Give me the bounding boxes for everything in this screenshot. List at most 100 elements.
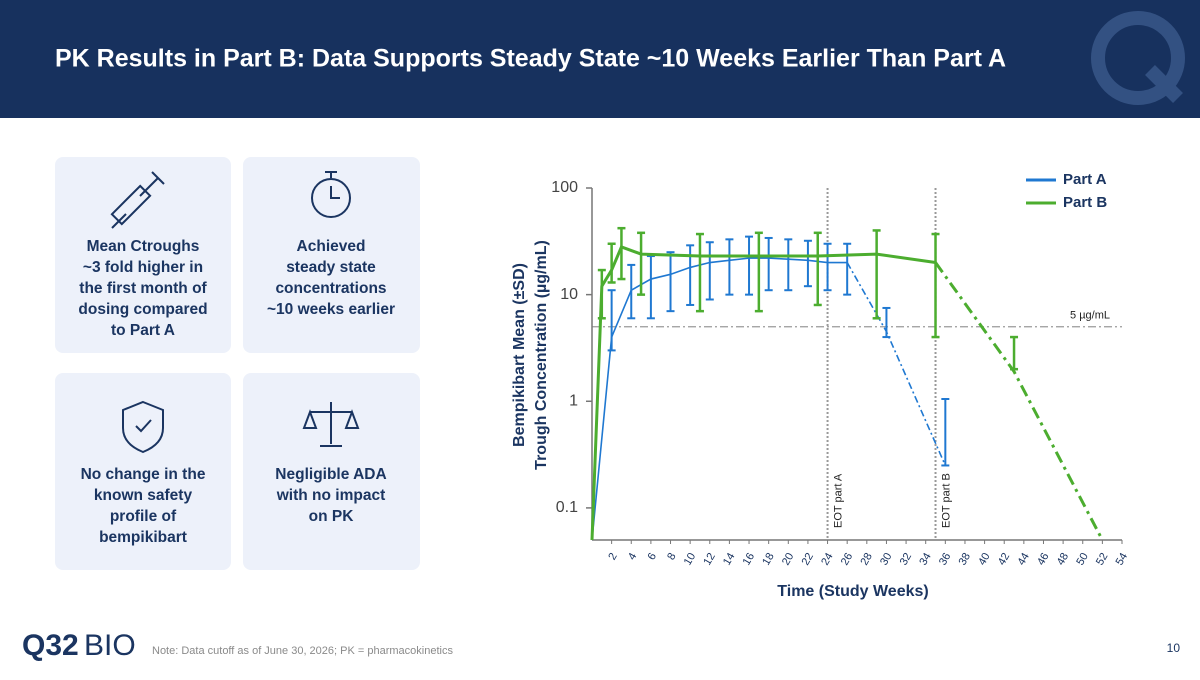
x-tick-label: 4 [626, 551, 639, 562]
error-bar [754, 231, 763, 313]
x-tick-label: 40 [976, 551, 993, 568]
error-bar [646, 255, 655, 320]
x-tick-label: 52 [1094, 551, 1111, 568]
x-tick-label: 2 [606, 551, 619, 562]
error-bar [784, 238, 793, 292]
error-bar [823, 242, 832, 292]
error-bar [637, 231, 646, 296]
card-text: ~10 weeks earlier [267, 301, 395, 318]
eot-label: EOT part B [940, 473, 952, 528]
x-tick-label: 18 [760, 551, 777, 568]
eot-label: EOT part A [832, 473, 844, 528]
error-bar [725, 238, 734, 296]
legend-label: Part A [1063, 171, 1107, 188]
logo-text: Q32 [22, 629, 79, 662]
card-text: ~3 fold higher in [83, 259, 203, 276]
x-tick-label: 38 [957, 551, 974, 568]
x-tick-label: 36 [937, 551, 954, 568]
y-tick-label: 10 [560, 286, 578, 303]
card-text: steady state [286, 259, 376, 276]
card-text: bempikibart [99, 529, 187, 546]
x-tick-label: 8 [665, 551, 678, 562]
card-text: profile of [110, 508, 177, 525]
card-text: known safety [94, 487, 193, 504]
scales-icon [302, 402, 360, 447]
error-bar [813, 231, 822, 307]
x-tick-label: 22 [800, 551, 817, 568]
y-tick-label: 1 [569, 392, 578, 409]
icons [110, 171, 360, 454]
watermark [1091, 11, 1185, 105]
card-text: concentrations [275, 280, 386, 297]
card-text: with no impact [276, 487, 386, 504]
x-tick-label: 20 [780, 551, 797, 568]
card [55, 373, 231, 570]
x-tick-label: 14 [721, 551, 738, 568]
error-bar [666, 251, 675, 313]
x-tick-label: 54 [1114, 551, 1131, 568]
error-bar [607, 242, 616, 284]
reference-label: 5 µg/mL [1070, 310, 1110, 322]
y-tick-label: 100 [551, 179, 578, 196]
series-line [590, 245, 936, 541]
legend-label: Part B [1063, 194, 1107, 211]
y-axis-title: Bempikibart Mean (±SD) [511, 263, 528, 447]
x-tick-label: 6 [646, 551, 659, 562]
card-text: Negligible ADA [275, 466, 386, 483]
error-bar [627, 263, 636, 320]
y-axis-title: Trough Concentration (µg/mL) [533, 240, 550, 470]
y-tick-label: 0.1 [556, 499, 578, 516]
error-bar [882, 306, 891, 339]
error-bar [764, 236, 773, 292]
x-axis-title: Time (Study Weeks) [777, 583, 928, 600]
series-line [591, 257, 848, 541]
cards [55, 157, 420, 570]
series-line-projection [846, 262, 947, 466]
syringe-icon [110, 171, 165, 229]
x-tick-label: 44 [1015, 551, 1032, 568]
shield-icon [122, 400, 164, 454]
x-tick-label: 42 [996, 551, 1013, 568]
x-tick-label: 16 [741, 551, 758, 568]
error-bar [745, 235, 754, 296]
x-tick-label: 24 [819, 551, 836, 568]
x-tick-label: 30 [878, 551, 895, 568]
card [243, 373, 420, 570]
header-bar [0, 0, 1200, 118]
logo-text: BIO [84, 629, 136, 662]
error-bar [843, 242, 852, 296]
error-bar [607, 289, 616, 352]
error-bar [872, 229, 881, 320]
card-text: Achieved [297, 238, 366, 255]
logo: Q32 BIO [22, 629, 136, 662]
page-number: 10 [1167, 641, 1181, 655]
x-tick-label: 46 [1035, 551, 1052, 568]
footnote: Note: Data cutoff as of June 30, 2026; P… [152, 645, 453, 657]
title: PK Results in Part B: Data Supports Stea… [55, 45, 1006, 73]
card-text: No change in the [81, 466, 206, 483]
error-bar [597, 268, 606, 320]
timer-icon [311, 171, 351, 218]
error-bar [695, 232, 704, 313]
error-bar [941, 398, 950, 467]
error-bar [803, 239, 812, 288]
error-bar [617, 226, 626, 281]
x-tick-label: 12 [701, 551, 718, 568]
card-text: dosing compared [78, 301, 207, 318]
x-tick-label: 50 [1074, 551, 1091, 568]
x-tick-label: 48 [1055, 551, 1072, 568]
card [243, 157, 420, 353]
error-bar [1010, 335, 1019, 371]
x-tick-label: 32 [898, 551, 915, 568]
card-text: to Part A [111, 322, 175, 339]
card-text: the first month of [79, 280, 207, 297]
x-tick-label: 28 [858, 551, 875, 568]
card [55, 157, 231, 353]
error-bar [705, 241, 714, 301]
card-text: Mean Ctroughs [87, 238, 200, 255]
x-tick-label: 34 [917, 551, 934, 568]
x-tick-label: 26 [839, 551, 856, 568]
series-line-projection [934, 261, 1104, 541]
